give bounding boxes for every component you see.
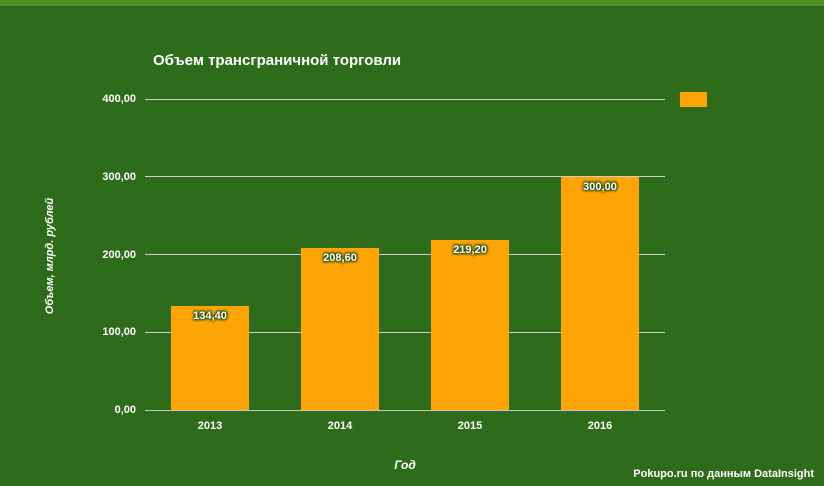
x-axis-ticks: 2013 2014 2015 2016	[145, 411, 665, 435]
bar-value-label: 134,40	[193, 309, 227, 322]
footer-credit: Pokupo.ru по данным DataInsight	[633, 468, 814, 480]
bar-2015: 219,20	[431, 239, 509, 410]
chart-title: Объем трансграничной торговли	[153, 52, 402, 69]
bar-2013: 134,40	[171, 305, 249, 410]
gridline	[145, 254, 665, 255]
bar-value-label: 219,20	[453, 243, 487, 256]
x-tick-label: 2013	[197, 420, 223, 432]
legend-swatch	[680, 92, 707, 107]
y-tick-label: 200,00	[102, 248, 136, 261]
x-tick-label: 2016	[587, 420, 613, 432]
y-tick-label: 0,00	[114, 404, 136, 416]
top-accent-strip	[0, 0, 824, 6]
x-tick-label: 2015	[457, 420, 483, 432]
x-axis-title: Год	[394, 458, 416, 472]
y-tick-label: 400,00	[102, 93, 136, 105]
bar-2016: 300,00	[561, 176, 639, 410]
x-tick-label: 2014	[327, 420, 353, 432]
y-tick-label: 100,00	[102, 326, 136, 339]
gridline	[145, 98, 665, 100]
bar-value-label: 208,60	[323, 251, 357, 264]
gridline	[145, 176, 665, 178]
bar-2014: 208,60	[301, 247, 379, 410]
y-tick-label: 300,00	[102, 170, 136, 183]
y-axis-ticks: 0,00 100,00 200,00 300,00 400,00	[0, 93, 140, 416]
bar-value-label: 300,00	[583, 180, 617, 193]
plot-area: 134,40 208,60 219,20 300,00	[145, 98, 665, 411]
gridline	[145, 331, 665, 333]
